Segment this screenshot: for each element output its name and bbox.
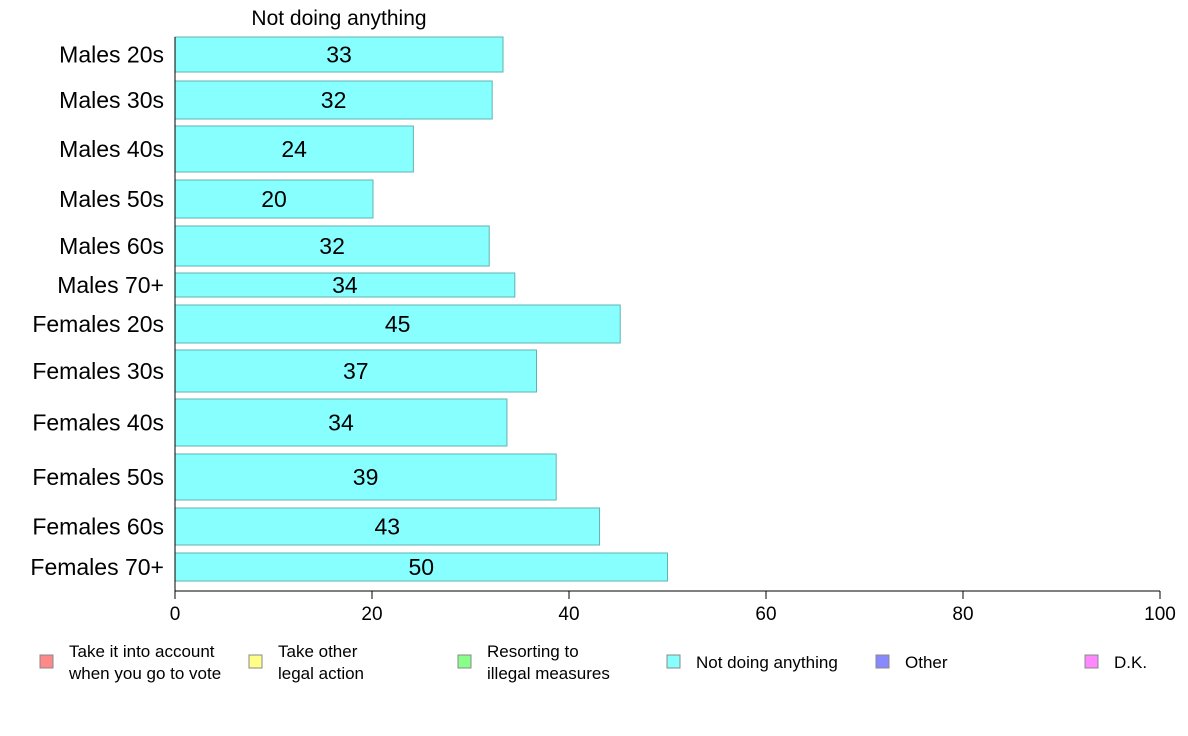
category-label: Females 50s: [32, 464, 164, 490]
bar: [174, 552, 668, 582]
x-tick-label: 40: [558, 604, 579, 625]
legend-label: Take it into account: [69, 642, 215, 661]
bar: [174, 125, 414, 173]
bar: [174, 453, 557, 501]
bar-value-label: 37: [343, 358, 369, 384]
legend-swatch: [39, 654, 54, 669]
legend-label: when you go to vote: [68, 664, 221, 683]
x-tick-label: 0: [170, 604, 181, 625]
bar: [174, 507, 601, 546]
legend-label: Other: [905, 653, 948, 672]
legend-swatch: [248, 654, 263, 669]
legend-label: D.K.: [1114, 653, 1147, 672]
category-label: Males 20s: [59, 42, 164, 68]
legend-swatch: [457, 654, 472, 669]
bar-value-label: 50: [408, 554, 434, 580]
legend-swatch: [666, 654, 681, 669]
bar-value-label: 24: [281, 136, 307, 162]
legend-swatch: [875, 654, 890, 669]
category-label: Males 70+: [57, 272, 164, 298]
bar-value-label: 34: [332, 272, 358, 298]
bar: [174, 36, 504, 73]
bar-value-label: 34: [328, 410, 354, 436]
legend-label: Not doing anything: [696, 653, 838, 672]
category-label: Males 60s: [59, 233, 164, 259]
category-label: Females 30s: [32, 358, 164, 384]
bar-value-label: 20: [261, 186, 287, 212]
bar: [174, 304, 621, 344]
legend-label: illegal measures: [487, 664, 610, 683]
x-tick-label: 60: [755, 604, 776, 625]
category-label: Females 70+: [30, 554, 164, 580]
category-label: Males 30s: [59, 87, 164, 113]
legend: Take it into account when you go to vote T…: [39, 642, 1147, 683]
x-tick-label: 100: [1144, 604, 1176, 625]
x-tick-label: 80: [952, 604, 973, 625]
category-label: Females 40s: [32, 410, 164, 436]
bar-value-label: 39: [353, 464, 379, 490]
category-label: Males 40s: [59, 136, 164, 162]
x-tick-label: 20: [361, 604, 382, 625]
category-label: Males 50s: [59, 186, 164, 212]
category-label: Females 60s: [32, 514, 164, 540]
bar-value-label: 45: [385, 311, 411, 337]
bar-value-label: 32: [321, 87, 347, 113]
bar: [174, 179, 374, 219]
bar-value-label: 33: [326, 42, 352, 68]
bar-value-label: 32: [319, 233, 345, 259]
bar-value-label: 43: [374, 514, 400, 540]
bar: [174, 80, 493, 120]
legend-label: legal action: [278, 664, 364, 683]
chart-title: Not doing anything: [251, 7, 426, 30]
legend-label: Take other: [278, 642, 358, 661]
category-label: Females 20s: [32, 311, 164, 337]
bars: 33 Males 20s 32 Males 30s 24 Males 40s 20 Males…: [30, 36, 668, 582]
legend-label: Resorting to: [487, 642, 579, 661]
legend-swatch: [1084, 654, 1099, 669]
bar: [174, 225, 490, 267]
x-axis: 0 20 40 60 80 100: [170, 37, 1176, 625]
